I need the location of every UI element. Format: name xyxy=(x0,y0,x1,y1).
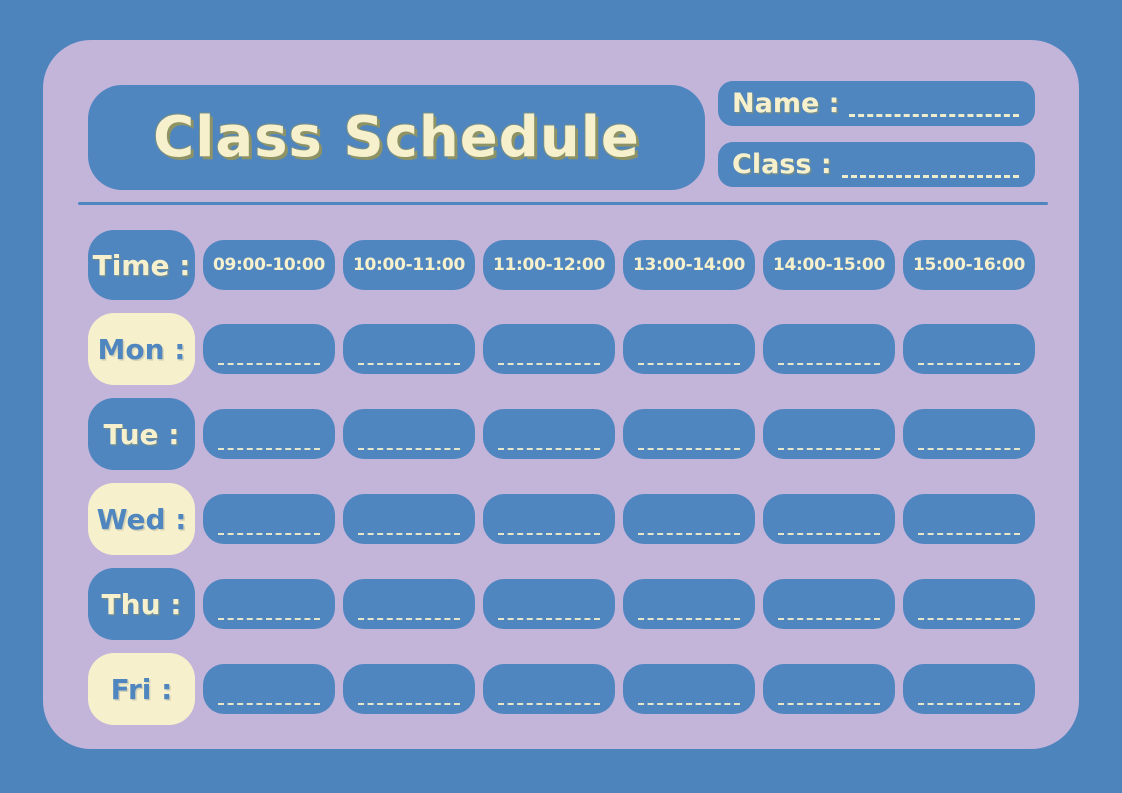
day-row-fri: Fri : xyxy=(88,653,1035,725)
time-label: Time : xyxy=(88,230,195,300)
class-field[interactable]: Class : xyxy=(718,142,1035,187)
cell-write-line xyxy=(917,448,1021,450)
title-banner: Class Schedule xyxy=(88,85,705,190)
schedule-cell[interactable] xyxy=(343,324,475,374)
cell-write-line xyxy=(497,533,601,535)
schedule-cell[interactable] xyxy=(483,409,615,459)
header: Class Schedule Name : Class : xyxy=(88,81,1035,190)
schedule-cell[interactable] xyxy=(343,579,475,629)
schedule-cell[interactable] xyxy=(763,664,895,714)
page-title: Class Schedule xyxy=(153,105,640,170)
schedule-cell[interactable] xyxy=(203,579,335,629)
schedule-cell[interactable] xyxy=(343,409,475,459)
cell-write-line xyxy=(357,363,461,365)
day-row-wed: Wed : xyxy=(88,483,1035,555)
cell-write-line xyxy=(917,533,1021,535)
schedule-cell[interactable] xyxy=(763,324,895,374)
schedule-grid: Time : 09:00-10:00 10:00-11:00 11:00-12:00… xyxy=(88,230,1035,725)
cell-write-line xyxy=(357,448,461,450)
day-label: Fri : xyxy=(88,653,195,725)
day-label: Mon : xyxy=(88,313,195,385)
schedule-cell[interactable] xyxy=(763,494,895,544)
id-fields: Name : Class : xyxy=(718,81,1035,187)
name-field[interactable]: Name : xyxy=(718,81,1035,126)
schedule-cell[interactable] xyxy=(903,324,1035,374)
cell-write-line xyxy=(357,533,461,535)
cell-write-line xyxy=(217,618,321,620)
cell-write-line xyxy=(637,363,741,365)
cell-write-line xyxy=(497,703,601,705)
cell-write-line xyxy=(777,363,881,365)
schedule-cell[interactable] xyxy=(343,664,475,714)
day-label: Wed : xyxy=(88,483,195,555)
schedule-sheet: Class Schedule Name : Class : Time : 09:… xyxy=(43,40,1079,749)
schedule-cell[interactable] xyxy=(763,409,895,459)
schedule-cell[interactable] xyxy=(483,324,615,374)
time-slot-3: 13:00-14:00 xyxy=(623,240,755,290)
day-label: Tue : xyxy=(88,398,195,470)
day-row-thu: Thu : xyxy=(88,568,1035,640)
schedule-cell[interactable] xyxy=(903,579,1035,629)
schedule-cell[interactable] xyxy=(903,494,1035,544)
schedule-cell[interactable] xyxy=(203,409,335,459)
schedule-cell[interactable] xyxy=(203,324,335,374)
cell-write-line xyxy=(357,618,461,620)
schedule-cell[interactable] xyxy=(623,409,755,459)
schedule-cell[interactable] xyxy=(623,494,755,544)
cell-write-line xyxy=(917,703,1021,705)
schedule-cell[interactable] xyxy=(903,664,1035,714)
time-slot-1: 10:00-11:00 xyxy=(343,240,475,290)
cell-write-line xyxy=(217,448,321,450)
day-row-tue: Tue : xyxy=(88,398,1035,470)
time-slot-0: 09:00-10:00 xyxy=(203,240,335,290)
cell-write-line xyxy=(637,448,741,450)
day-rows: Mon : Tue : Wed : Thu : Fri : xyxy=(88,313,1035,725)
schedule-cell[interactable] xyxy=(623,324,755,374)
time-slot-5: 15:00-16:00 xyxy=(903,240,1035,290)
class-input-line[interactable] xyxy=(841,175,1019,178)
name-label: Name : xyxy=(732,88,840,119)
cell-write-line xyxy=(497,618,601,620)
schedule-cell[interactable] xyxy=(203,494,335,544)
header-divider xyxy=(78,202,1048,205)
cell-write-line xyxy=(917,618,1021,620)
cell-write-line xyxy=(917,363,1021,365)
day-row-mon: Mon : xyxy=(88,313,1035,385)
schedule-cell[interactable] xyxy=(763,579,895,629)
schedule-cell[interactable] xyxy=(623,664,755,714)
cell-write-line xyxy=(777,703,881,705)
time-slot-2: 11:00-12:00 xyxy=(483,240,615,290)
cell-write-line xyxy=(497,448,601,450)
cell-write-line xyxy=(217,363,321,365)
schedule-cell[interactable] xyxy=(623,579,755,629)
class-label: Class : xyxy=(732,149,832,180)
day-label: Thu : xyxy=(88,568,195,640)
cell-write-line xyxy=(637,533,741,535)
schedule-cell[interactable] xyxy=(203,664,335,714)
cell-write-line xyxy=(777,448,881,450)
time-slot-4: 14:00-15:00 xyxy=(763,240,895,290)
cell-write-line xyxy=(777,533,881,535)
time-row: Time : 09:00-10:00 10:00-11:00 11:00-12:00… xyxy=(88,230,1035,300)
schedule-cell[interactable] xyxy=(483,664,615,714)
cell-write-line xyxy=(637,618,741,620)
cell-write-line xyxy=(357,703,461,705)
cell-write-line xyxy=(637,703,741,705)
cell-write-line xyxy=(217,703,321,705)
cell-write-line xyxy=(217,533,321,535)
schedule-cell[interactable] xyxy=(483,494,615,544)
cell-write-line xyxy=(777,618,881,620)
schedule-cell[interactable] xyxy=(483,579,615,629)
cell-write-line xyxy=(497,363,601,365)
name-input-line[interactable] xyxy=(849,114,1019,117)
schedule-cell[interactable] xyxy=(903,409,1035,459)
schedule-cell[interactable] xyxy=(343,494,475,544)
